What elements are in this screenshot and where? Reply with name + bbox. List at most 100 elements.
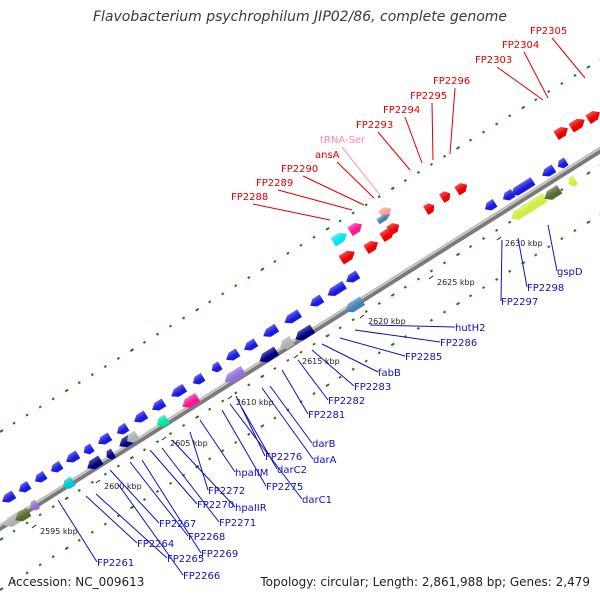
gene-label[interactable]: FP2283	[354, 382, 391, 393]
leader-line	[161, 447, 220, 523]
tick-mark	[12, 579, 16, 583]
gene-label[interactable]: FP2269	[201, 549, 238, 560]
tick-label: 2630 kbp	[505, 239, 543, 248]
gene-label[interactable]: gspD	[557, 267, 583, 278]
gene-label[interactable]: FP2268	[188, 532, 225, 543]
leader-line	[171, 439, 236, 508]
tick-mark	[573, 73, 577, 77]
leader-line	[95, 493, 168, 559]
tick-mark	[325, 383, 330, 388]
gene-label[interactable]: FP2267	[159, 519, 196, 530]
gene-label[interactable]: FP2285	[405, 352, 442, 363]
gene-label[interactable]: FP2264	[137, 539, 174, 550]
tick-mark	[168, 481, 173, 485]
tick-mark	[129, 455, 134, 460]
tick-mark	[312, 235, 316, 239]
reverse-gene	[106, 448, 117, 460]
gene-label[interactable]: hpaIIM	[235, 468, 268, 479]
tick-mark	[547, 245, 551, 249]
tick-mark	[64, 496, 69, 501]
gene-label[interactable]: FP2296	[433, 76, 470, 87]
tick-mark	[508, 220, 512, 224]
tick-mark	[521, 105, 526, 110]
gene-label[interactable]: hutH2	[455, 323, 485, 334]
gene-label[interactable]: FP2270	[197, 500, 234, 511]
gene-label[interactable]: FP2276	[265, 452, 302, 463]
gene-label[interactable]: FP2272	[208, 486, 245, 497]
tick-mark	[273, 366, 277, 371]
gene-label[interactable]: FP2305	[530, 26, 567, 37]
gene-label[interactable]: FP2297	[501, 297, 538, 308]
gene-label[interactable]: darC2	[277, 465, 307, 476]
reverse-gene	[2, 490, 17, 503]
tick-mark	[495, 122, 499, 126]
tick-mark	[560, 237, 564, 241]
tick-mark	[103, 365, 107, 369]
gene-label[interactable]: darB	[312, 439, 336, 450]
reverse-gene	[284, 309, 303, 324]
leader-line	[149, 449, 198, 505]
tick-mark	[234, 391, 238, 395]
gene-label[interactable]: FP2271	[219, 518, 256, 529]
tick-label: 2605 kbp	[170, 439, 208, 448]
tick-mark	[182, 423, 186, 427]
reverse-gene	[98, 432, 113, 445]
gene-label[interactable]: FP2293	[356, 120, 393, 131]
gene-label[interactable]: FP2295	[410, 91, 447, 102]
gene-label[interactable]: FP2266	[183, 571, 220, 582]
reverse-gene	[83, 443, 95, 455]
tick-label: 2615 kbp	[302, 357, 340, 366]
gene-label[interactable]: FP2289	[256, 178, 293, 189]
gene-label[interactable]: FP2281	[308, 410, 345, 421]
accession-text: Accession: NC_009613	[8, 575, 145, 589]
tick-mark	[377, 301, 381, 306]
tick-label: 2600 kbp	[104, 482, 142, 491]
gene-label[interactable]: FP2288	[231, 192, 268, 203]
tick-mark	[38, 405, 42, 409]
reverse-gene	[510, 177, 536, 196]
tick-mark	[299, 243, 303, 247]
tick-mark	[208, 407, 212, 411]
tick-mark	[429, 162, 434, 166]
reverse-gene	[557, 157, 569, 169]
tick-mark	[416, 326, 420, 330]
tick-label: 2595 kbp	[40, 527, 78, 536]
gene-label[interactable]: fabB	[378, 368, 401, 379]
leader-line	[449, 87, 456, 155]
tick-label-mark	[496, 236, 502, 241]
leader-line	[377, 131, 411, 171]
gene-label[interactable]: ansA	[315, 150, 340, 161]
tick-mark	[495, 277, 499, 282]
tick-mark	[416, 170, 420, 175]
tick-label-mark	[95, 479, 101, 484]
gene-label[interactable]: FP2282	[328, 396, 365, 407]
gene-labels: FP2305 FP2304 FP2303 FP2296 FP2295 FP2294 FP22…	[97, 26, 583, 582]
leader-line	[311, 349, 355, 387]
gene-label[interactable]: FP2261	[97, 558, 134, 569]
tick-mark	[338, 219, 342, 223]
gene-label[interactable]: darC1	[302, 495, 332, 506]
gene-label[interactable]: FP2298	[527, 283, 564, 294]
gene-label[interactable]: FP2304	[502, 40, 539, 51]
forward-gene	[454, 183, 468, 196]
leader-line	[500, 239, 503, 302]
genome-title: Flavobacterium psychrophilum JIP02/86, c…	[92, 9, 508, 25]
gene-label[interactable]: hpaIIR	[235, 503, 267, 514]
tick-mark	[77, 488, 81, 493]
tick-mark	[51, 555, 55, 559]
forward-gene	[363, 241, 378, 254]
tick-label: 2625 kbp	[437, 278, 475, 287]
gene-label[interactable]: FP2303	[475, 55, 512, 66]
gene-label[interactable]: FP2286	[440, 338, 477, 349]
reverse-gene	[542, 164, 557, 177]
gene-label[interactable]: FP2275	[266, 482, 303, 493]
gene-label[interactable]: FP2294	[383, 105, 420, 116]
gene-label[interactable]: tRNA-Ser	[320, 135, 366, 146]
tick-mark	[247, 432, 251, 436]
tick-mark	[168, 324, 173, 328]
gene-label[interactable]: FP2290	[281, 164, 318, 175]
gene-label[interactable]: FP2265	[167, 554, 204, 565]
gene-label[interactable]: darA	[313, 455, 337, 466]
reverse-gene	[346, 270, 361, 283]
